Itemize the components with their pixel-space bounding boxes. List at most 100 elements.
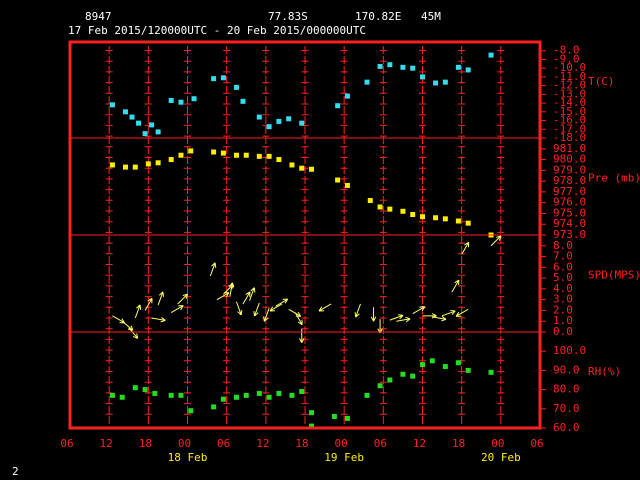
data-point [168,392,174,398]
x-tick-label: 12 [413,437,426,450]
data-point [276,390,282,396]
wind-arrow [177,293,189,305]
data-point [420,74,425,80]
data-point [286,116,292,122]
y-tick-label: -9.0 [553,52,580,65]
wind-arrow [151,317,166,323]
data-point [256,390,262,396]
data-point [299,389,305,395]
data-point [377,63,383,69]
data-point [377,383,383,389]
y-tick-label: -11.0 [553,70,586,83]
data-point [211,149,217,155]
data-point [455,218,461,224]
x-tick-label: 06 [60,437,73,450]
data-point [335,177,341,183]
data-point [309,166,315,172]
data-point [276,157,282,163]
data-point [442,79,448,85]
data-point [211,76,217,82]
y-tick-label: 90.0 [553,363,580,376]
data-point [387,62,393,68]
wind-arrow [451,279,460,293]
wind-arrow [389,314,404,321]
data-point [188,408,194,414]
data-point [299,120,305,126]
wind-arrow [461,241,470,255]
x-tick-label: 06 [530,437,543,450]
longitude: 170.82E [355,10,401,23]
x-tick-label: 00 [491,437,504,450]
data-point [256,114,262,120]
y-tick-label: 981.0 [553,142,586,155]
wind-arrow [242,291,251,305]
data-point [400,64,406,70]
data-point [142,131,148,137]
data-point [367,198,373,204]
data-point [109,102,115,108]
panel-label: T(C) [588,75,615,88]
data-point [410,212,416,218]
data-point [178,152,184,158]
wind-arrow [354,303,361,318]
y-tick-label: -16.0 [553,114,586,127]
wind-arrow [370,307,377,322]
data-point [220,75,226,81]
y-tick-label: 80.0 [553,383,580,396]
data-point [442,364,448,370]
data-point [387,377,393,383]
wind-arrow [455,308,469,317]
data-point [122,164,128,170]
data-point [344,415,350,421]
data-point [299,165,305,171]
y-tick-label: -12.0 [553,79,586,92]
data-point [266,153,272,159]
y-tick-label: 5.0 [553,271,573,284]
data-point [429,358,435,364]
wind-arrow [412,306,426,315]
panel-label: Pre (mb) [588,172,640,185]
data-point [331,413,337,419]
wind-arrow [249,287,256,301]
y-tick-label: 100.0 [553,344,586,357]
data-point [178,392,184,398]
data-point [122,109,128,115]
x-tick-label: 12 [256,437,269,450]
data-point [488,369,494,375]
data-point [364,79,370,85]
data-point [256,153,262,159]
data-point [387,206,393,212]
y-tick-label: -13.0 [553,87,586,100]
data-point [129,114,135,120]
data-point [132,385,138,391]
y-tick-label: -8.0 [553,44,580,57]
y-tick-label: -17.0 [553,122,586,135]
data-point [168,97,174,103]
wind-arrow [128,327,139,339]
data-point [289,392,295,398]
data-point [220,150,226,156]
wind-arrow [263,308,270,322]
data-point [155,160,161,166]
data-point [109,392,115,398]
data-point [233,84,239,90]
station-id: 8947 [85,10,112,23]
y-tick-label: 979.0 [553,163,586,176]
x-tick-label: 00 [178,437,191,450]
y-tick-label: 4.0 [553,282,573,295]
data-point [191,96,197,102]
y-tick-label: 980.0 [553,153,586,166]
data-point [243,152,249,158]
data-point [152,390,158,396]
data-point [433,80,439,86]
wind-arrow [299,328,305,343]
data-point [344,93,350,99]
wind-arrow [134,304,142,319]
wind-arrow [269,303,283,312]
y-tick-label: 8.0 [553,239,573,252]
data-point [132,164,138,170]
y-tick-label: 3.0 [553,293,573,306]
latitude: 77.83S [268,10,308,23]
y-tick-label: 977.0 [553,185,586,198]
